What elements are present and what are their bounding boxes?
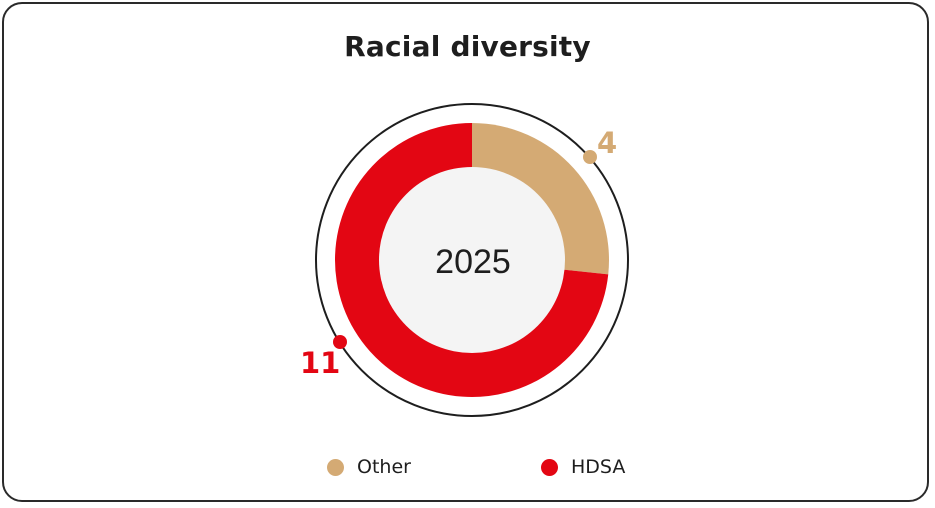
other-value-label: 4: [597, 126, 617, 160]
legend-dot-other-icon: [327, 458, 344, 476]
chart-title: Racial diversity: [344, 30, 591, 63]
legend-dot-hdsa-icon: [541, 458, 558, 476]
legend-item-other[interactable]: Other: [327, 456, 411, 478]
legend-label-other: Other: [357, 456, 411, 478]
legend-label-hdsa: HDSA: [571, 456, 626, 478]
center-year-label: 2025: [435, 243, 511, 281]
legend: Other HDSA: [0, 456, 935, 482]
legend-item-hdsa[interactable]: HDSA: [541, 456, 625, 478]
donut-hole: [379, 167, 565, 353]
hdsa-value-label: 11: [300, 346, 340, 380]
outer-ring: [315, 103, 629, 417]
other-marker-dot: [583, 150, 597, 164]
hdsa-marker-dot: [333, 335, 347, 349]
